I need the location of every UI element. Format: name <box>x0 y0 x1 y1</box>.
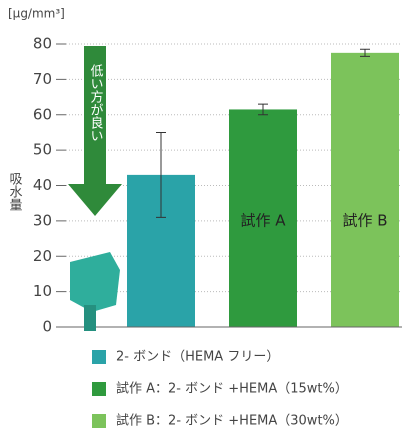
y-axis-label: 吸水量 <box>7 172 23 211</box>
bar-label: 試作 A <box>240 211 286 229</box>
y-tick-label: 20 <box>33 247 52 265</box>
legend-label: 2- ボンド（HEMA フリー） <box>116 350 279 365</box>
y-tick-label: 0 <box>42 318 52 336</box>
bar <box>229 109 297 327</box>
legend-swatch <box>92 414 106 428</box>
y-tick-label: 10 <box>33 282 52 300</box>
arrow-shaft <box>84 46 106 186</box>
arrow: 低い方が良い <box>68 46 122 216</box>
error-bar <box>258 103 268 116</box>
figure-body <box>70 252 120 312</box>
y-tick-label: 80 <box>33 35 52 53</box>
legend-swatch <box>92 350 106 364</box>
y-tick-label: 70 <box>33 70 52 88</box>
error-bar <box>360 48 370 57</box>
bar-label: 試作 B <box>342 211 387 229</box>
arrow-head <box>68 184 122 216</box>
y-tick-label: 50 <box>33 141 52 159</box>
y-tick-label: 60 <box>33 105 52 123</box>
unit-label: [μg/mm³] <box>8 7 65 21</box>
y-tick-label: 40 <box>33 176 52 194</box>
figure <box>70 252 120 331</box>
figure-stem <box>84 305 96 331</box>
error-bar <box>156 131 166 218</box>
y-tick-label: 30 <box>33 211 52 229</box>
annotation: 低い方が良い <box>88 64 104 142</box>
legend-label: 試作 A：2- ボンド +HEMA（15wt%） <box>116 381 348 397</box>
legend-swatch <box>92 382 106 396</box>
bar <box>331 52 399 327</box>
legend-label: 試作 B：2- ボンド +HEMA（30wt%） <box>116 413 348 429</box>
